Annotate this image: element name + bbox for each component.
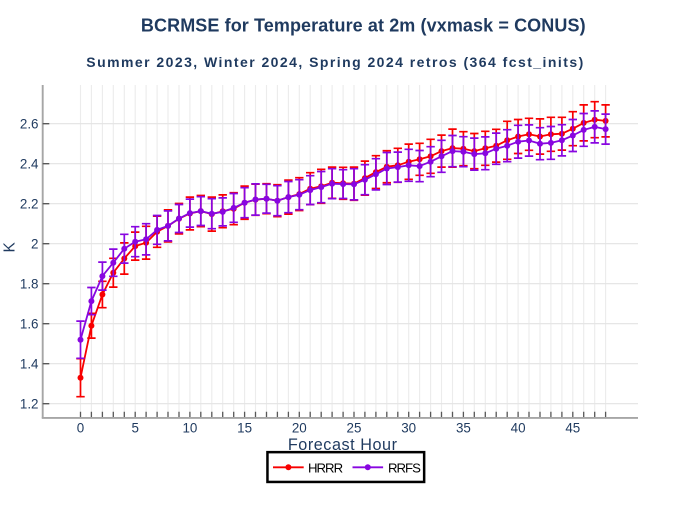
svg-text:10: 10 <box>182 420 197 435</box>
svg-text:K: K <box>2 241 19 252</box>
svg-text:1.2: 1.2 <box>20 397 39 412</box>
svg-text:5: 5 <box>131 420 138 435</box>
svg-text:0: 0 <box>77 420 84 435</box>
svg-text:1.4: 1.4 <box>20 357 39 372</box>
svg-text:1.8: 1.8 <box>20 277 39 292</box>
svg-text:2.4: 2.4 <box>20 157 39 172</box>
svg-text:2.2: 2.2 <box>20 197 39 212</box>
svg-text:45: 45 <box>565 420 580 435</box>
svg-text:BCRMSE for Temperature at 2m (: BCRMSE for Temperature at 2m (vxmask = C… <box>141 16 586 36</box>
svg-text:2: 2 <box>31 237 38 252</box>
svg-text:Forecast Hour: Forecast Hour <box>288 436 398 454</box>
svg-text:RRFS: RRFS <box>388 460 421 475</box>
svg-text:Summer 2023, Winter 2024, Spri: Summer 2023, Winter 2024, Spring 2024 re… <box>86 54 584 70</box>
svg-text:20: 20 <box>292 420 307 435</box>
svg-text:35: 35 <box>456 420 471 435</box>
svg-text:40: 40 <box>511 420 526 435</box>
svg-text:1.6: 1.6 <box>20 317 39 332</box>
svg-text:30: 30 <box>401 420 416 435</box>
svg-text:2.6: 2.6 <box>20 117 39 132</box>
svg-text:15: 15 <box>237 420 252 435</box>
svg-text:HRRR: HRRR <box>308 460 343 475</box>
svg-text:25: 25 <box>347 420 362 435</box>
